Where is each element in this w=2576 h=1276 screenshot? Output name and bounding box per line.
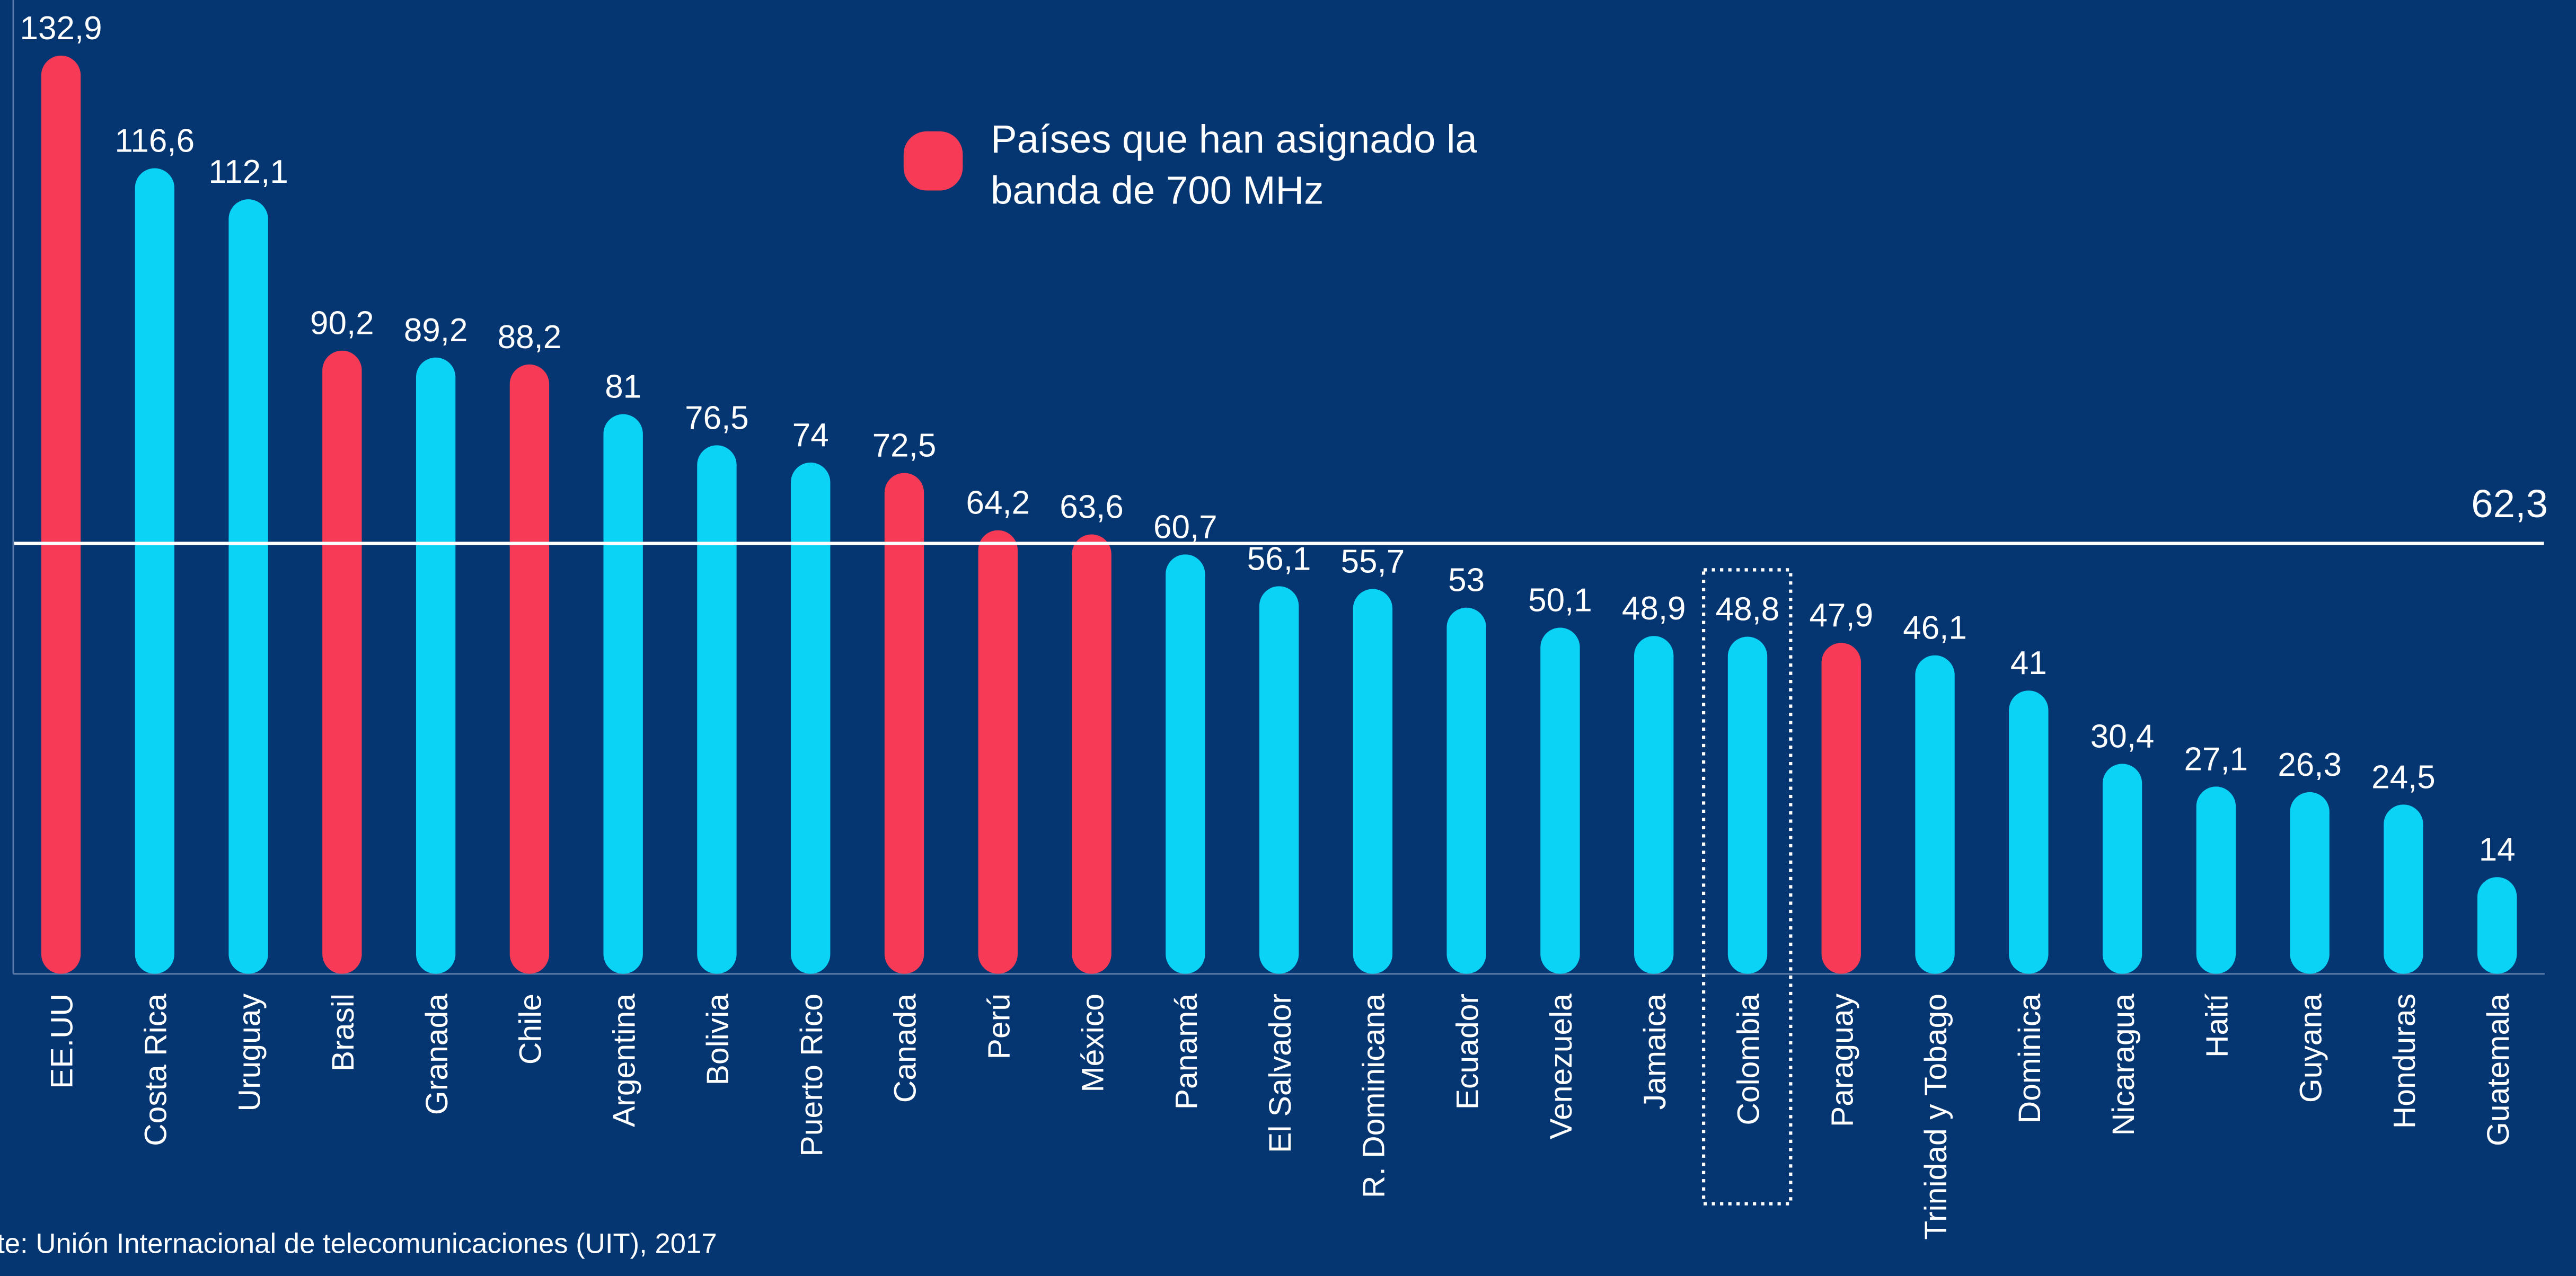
bar — [1540, 627, 1580, 974]
value-label: 41 — [2010, 645, 2047, 681]
bar — [509, 364, 550, 974]
bar — [1072, 534, 1111, 974]
x-tick-label: Panamá — [1169, 994, 1204, 1110]
x-tick-label: Perú — [982, 994, 1016, 1059]
value-label: 72,5 — [872, 427, 937, 464]
x-tick-label: Granada — [420, 994, 454, 1115]
value-label: 132,9 — [20, 10, 102, 47]
bar — [2477, 877, 2517, 974]
value-label: 60,7 — [1153, 509, 1218, 545]
value-label: 47,9 — [1809, 597, 1873, 634]
value-label: 14 — [2479, 831, 2516, 868]
legend-label: banda de 700 MHz — [991, 168, 1324, 212]
value-label: 89,2 — [404, 312, 468, 349]
value-label: 64,2 — [966, 485, 1030, 521]
value-label: 63,6 — [1060, 489, 1124, 526]
value-label: 53 — [1448, 562, 1485, 599]
source-note: te: Unión Internacional de telecomunicac… — [0, 1228, 717, 1260]
bar — [697, 445, 737, 974]
bar — [1446, 607, 1486, 974]
x-tick-label: Haití — [2200, 993, 2235, 1058]
legend-label: Países que han asignado la — [991, 117, 1477, 161]
bar — [135, 168, 175, 974]
bar — [416, 357, 456, 974]
x-tick-label: Jamaica — [1638, 994, 1672, 1110]
x-tick-label: Uruguay — [232, 993, 267, 1111]
value-label: 30,4 — [2090, 718, 2155, 755]
bar — [884, 473, 924, 974]
bar — [603, 414, 643, 974]
value-label: 90,2 — [310, 305, 374, 342]
x-tick-label: Honduras — [2387, 994, 2422, 1129]
x-tick-label: Puerto Rico — [795, 994, 829, 1157]
x-tick-label: Trinidad y Tobago — [1919, 994, 1953, 1240]
x-tick-label: Venezuela — [1544, 994, 1578, 1139]
bar — [322, 350, 362, 974]
value-label: 48,8 — [1716, 591, 1780, 628]
value-label: 26,3 — [2278, 747, 2342, 783]
value-label: 56,1 — [1247, 540, 1311, 577]
value-label: 116,6 — [115, 123, 195, 160]
bar — [1915, 655, 1955, 974]
x-tick-label: Dominica — [2013, 994, 2047, 1124]
value-label: 112,1 — [208, 154, 288, 190]
bar — [228, 199, 268, 974]
x-tick-label: Guatemala — [2481, 994, 2516, 1146]
bar — [1353, 589, 1393, 974]
x-tick-label: Canada — [888, 994, 923, 1103]
value-label: 50,1 — [1528, 582, 1592, 619]
x-tick-label: Colombia — [1732, 994, 1766, 1126]
x-tick-label: R. Dominicana — [1357, 994, 1391, 1198]
bar — [2384, 804, 2423, 974]
bar — [1634, 636, 1674, 974]
value-label: 88,2 — [498, 319, 562, 356]
bar — [2009, 690, 2049, 974]
value-label: 74 — [792, 417, 829, 454]
x-tick-label: Costa Rica — [139, 994, 173, 1146]
value-label: 46,1 — [1903, 610, 1967, 646]
bar — [978, 530, 1018, 974]
legend-swatch — [903, 131, 963, 191]
bar — [41, 55, 81, 974]
x-tick-label: México — [1075, 994, 1110, 1092]
bar — [1166, 554, 1205, 974]
x-tick-label: Paraguay — [1825, 993, 1859, 1127]
bar — [791, 462, 831, 974]
highlight-box — [1701, 568, 1793, 1206]
x-tick-label: Argentina — [607, 994, 641, 1127]
x-tick-label: Brasil — [326, 994, 360, 1071]
bar — [2196, 786, 2236, 974]
reference-label: 62,3 — [2471, 482, 2548, 526]
x-tick-label: EE.UU — [45, 994, 80, 1089]
value-label: 81 — [605, 369, 641, 405]
x-tick-label: Nicaragua — [2106, 994, 2141, 1136]
bar — [2102, 764, 2142, 974]
x-tick-label: Ecuador — [1450, 994, 1485, 1110]
x-tick-label: Chile — [514, 994, 548, 1065]
value-label: 24,5 — [2371, 759, 2436, 795]
bar — [1259, 586, 1299, 974]
x-tick-label: Guyana — [2293, 994, 2328, 1103]
bar — [2290, 792, 2330, 974]
value-label: 48,9 — [1622, 590, 1686, 627]
value-label: 27,1 — [2184, 741, 2248, 777]
x-tick-label: Bolivia — [701, 994, 735, 1086]
x-tick-label: El Salvador — [1263, 994, 1298, 1153]
value-label: 76,5 — [685, 400, 749, 436]
bar — [1727, 636, 1768, 974]
value-label: 55,7 — [1341, 544, 1405, 580]
bar — [1821, 643, 1861, 974]
